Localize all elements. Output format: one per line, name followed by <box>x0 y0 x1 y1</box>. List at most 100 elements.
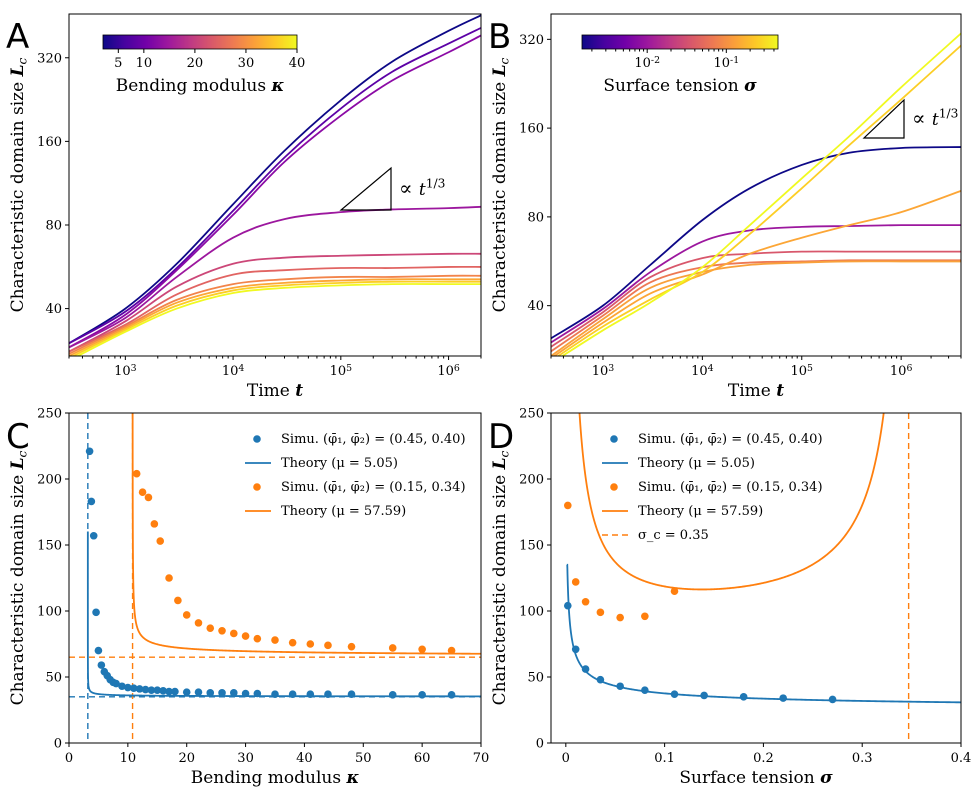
panel-c-data-point <box>141 685 150 694</box>
panel-d-frame <box>550 412 962 744</box>
panel-d-legend-label: Theory (μ = 5.05) <box>638 456 755 471</box>
panel-c-data-point <box>159 687 167 695</box>
panel-a-colorbar-tick-label: 20 <box>187 56 204 71</box>
panel-c-data-point <box>150 520 159 528</box>
panel-c-legend-marker <box>253 435 261 443</box>
panel-c-xtick-label: 60 <box>414 751 431 766</box>
panel-b-series-line <box>556 44 961 356</box>
panel-a-letter: A <box>6 17 29 57</box>
panel-d-legend-label: Simu. (φ̄₁, φ̄₂) = (0.15, 0.34) <box>638 480 823 495</box>
panel-c-data-point <box>288 690 297 698</box>
panel-a-xtick-label: 106 <box>437 363 460 379</box>
panel-c-data-point <box>388 644 397 652</box>
panel-c-data-point <box>89 531 98 540</box>
panel-d-xtick-label: 0 <box>562 751 570 766</box>
panel-c-data-point <box>206 624 215 632</box>
panel-c-theory-curve <box>86 531 481 698</box>
panel-c-ytick-label: 200 <box>37 473 62 488</box>
panel-b-ytick-label: 160 <box>519 122 544 137</box>
panel-c-ytick-label: 50 <box>45 671 62 686</box>
panel-a-xtick-label: 104 <box>222 363 245 379</box>
panel-a-series-line <box>69 252 481 353</box>
panel-b-series-group <box>551 32 961 356</box>
panel-c-xtick-label: 10 <box>120 751 137 766</box>
panel-d-data-point <box>581 665 590 673</box>
panel-c-data-point <box>241 632 250 640</box>
panel-c-xtick-label: 20 <box>178 751 195 766</box>
panel-c-data-point <box>241 689 250 698</box>
panel-c-data-point <box>271 690 279 698</box>
panel-c-data-point <box>447 691 456 699</box>
panel-a-series-line <box>69 278 481 356</box>
panel-c-data-point <box>97 661 106 669</box>
panel-c-data-point <box>206 689 215 697</box>
panel-c-frame <box>68 412 482 744</box>
panel-a-xtick-label: 103 <box>114 363 137 379</box>
panel-c-data-point <box>306 690 315 698</box>
panel-a-series-line <box>69 205 481 349</box>
panel-c-data-point <box>324 641 332 650</box>
panel-c-data-point <box>230 629 238 638</box>
panel-c-data-point <box>253 689 262 698</box>
panel-c-data-point <box>135 685 144 693</box>
panel-c-data-point <box>447 646 456 655</box>
panel-d-xlabel: Surface tension σ <box>679 768 833 788</box>
panel-a-colorbar-tick-label: 10 <box>136 56 153 71</box>
panel-b-series-line <box>560 32 961 356</box>
panel-c-data-point <box>194 688 203 696</box>
panel-d-data-point <box>571 578 580 586</box>
panel-c-xtick-label: 0 <box>65 751 73 766</box>
panel-c-xlabel: Bending modulus κ <box>191 768 360 788</box>
panel-c-data-point <box>144 493 153 502</box>
panel-a-series-line <box>69 274 481 355</box>
panel-b-series-line <box>552 190 961 356</box>
panel-d-legend-label: Theory (μ = 57.59) <box>638 504 763 519</box>
panel-d-data-point <box>641 686 649 694</box>
panel-c-legend-label: Theory (μ = 57.59) <box>281 504 406 519</box>
panel-d-data-point <box>670 587 679 595</box>
panel-c-ytick-label: 150 <box>37 539 62 554</box>
panel-c-ytick-label: 250 <box>37 407 62 422</box>
panel-c-data-point <box>112 679 120 688</box>
panel-d-xtick-label: 0.1 <box>654 751 675 766</box>
panel-c-data-point <box>271 636 279 644</box>
panel-a-xlabel: Time t <box>247 381 303 401</box>
panel-d-xtick-label: 0.2 <box>753 751 774 766</box>
panel-c-data-point <box>124 683 132 692</box>
panel-c-data-point <box>288 638 297 647</box>
panel-b-letter: B <box>488 17 511 57</box>
panel-b-series-line <box>551 146 961 340</box>
panel-c-xtick-label: 70 <box>473 751 490 766</box>
panel-c-ytick-label: 100 <box>37 605 62 620</box>
panel-b-colorbar-label: Surface tension σ <box>603 76 757 96</box>
panel-d-data-point <box>739 693 748 701</box>
panel-b-slope-label: ∝ t1/3 <box>912 106 958 130</box>
panel-c-data-point <box>347 642 356 651</box>
panel-c-data-point <box>218 627 226 635</box>
panel-c-data-point <box>230 689 238 697</box>
panel-a-colorbar-tick-label: 30 <box>238 56 255 71</box>
panel-c-data-point <box>194 619 203 627</box>
panel-c-ylabel: Characteristic domain size Lc <box>8 450 30 705</box>
panel-d-data-point <box>571 645 580 654</box>
panel-d-data-point <box>616 682 624 691</box>
panel-a-series-line <box>75 283 481 356</box>
panel-a-slope-label: ∝ t1/3 <box>399 176 445 200</box>
panel-c-xtick-label: 50 <box>355 751 372 766</box>
panel-d-ytick-label: 100 <box>519 605 544 620</box>
panel-a-ytick-label: 320 <box>37 51 62 66</box>
panel-d-data-point <box>700 691 708 700</box>
panel-d-data-point <box>581 597 590 606</box>
panel-b-series-line <box>551 259 961 353</box>
panel-b-xtick-label: 104 <box>691 363 714 379</box>
panel-c-data-point <box>182 688 191 696</box>
panel-c-legend-label: Theory (μ = 5.05) <box>281 456 398 471</box>
panel-b-series-line <box>551 260 961 356</box>
panel-c-data-point <box>118 682 126 691</box>
panel-b-colorbar-tick-label: 10-2 <box>634 55 660 71</box>
panel-a-ytick-label: 160 <box>37 135 62 150</box>
panel-c-data-point <box>156 537 165 545</box>
